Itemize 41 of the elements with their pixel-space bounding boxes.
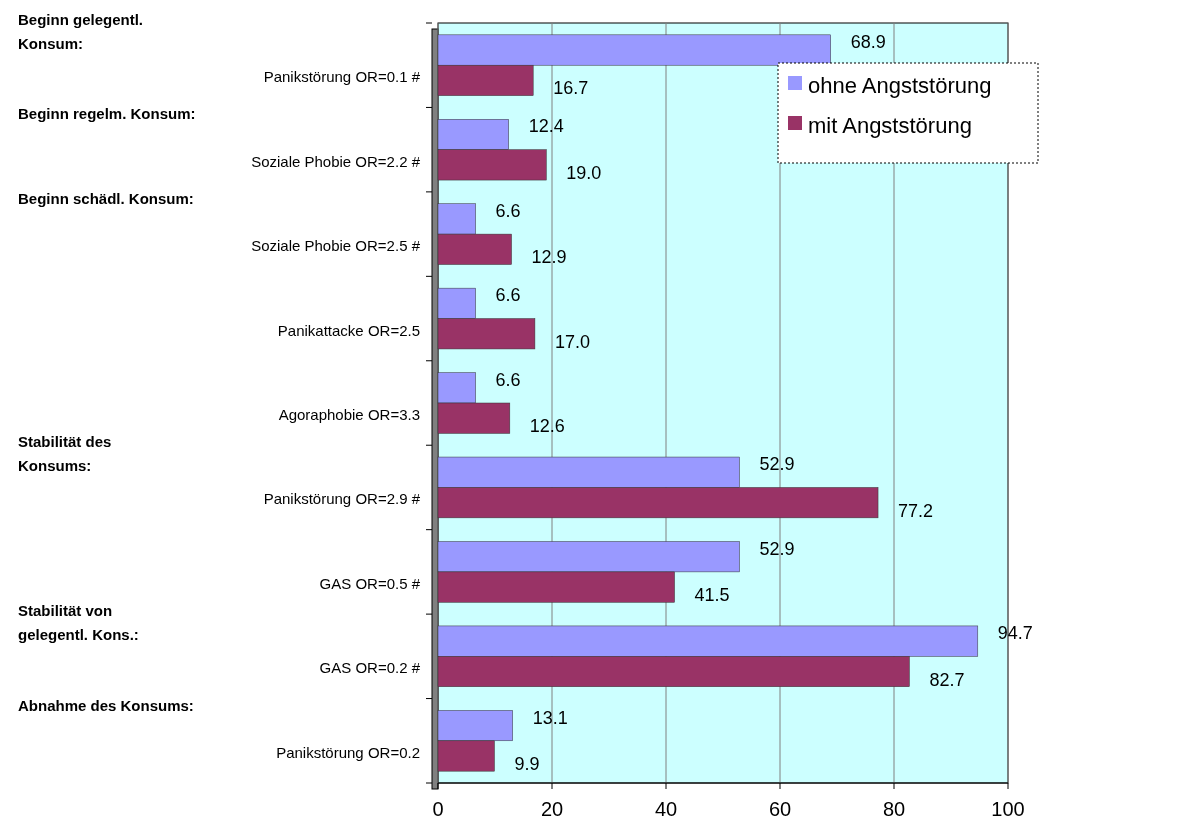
x-tick-label: 0 xyxy=(432,798,444,820)
legend-label: ohne Angststörung xyxy=(808,73,992,98)
data-label: 16.7 xyxy=(553,78,589,99)
y-tick-label: Panikstörung OR=0.1 # xyxy=(263,68,421,86)
text: Stabilität des Konsums: xyxy=(18,433,112,475)
data-label: 77.2 xyxy=(898,500,934,521)
y-tick-label: Panikstörung OR=0.2 xyxy=(276,743,420,761)
data-label: 9.9 xyxy=(514,753,540,774)
y-tick-label: GAS OR=0.5 # xyxy=(319,574,421,592)
x-tick-label: 100 xyxy=(991,798,1025,820)
data-label: 12.9 xyxy=(531,247,567,268)
data-label: 68.9 xyxy=(850,32,886,53)
data-label: 12.4 xyxy=(528,116,564,137)
data-label: 52.9 xyxy=(759,538,795,559)
data-label: 41.5 xyxy=(694,585,730,606)
data-label: 13.1 xyxy=(532,707,568,728)
text: Beginn regelm. Konsum: xyxy=(18,105,196,123)
y-tick-label: Agoraphobie OR=3.3 xyxy=(278,406,420,424)
y-tick-label: Soziale Phobie OR=2.5 # xyxy=(251,237,421,255)
text: Abnahme des Konsums: xyxy=(18,696,194,714)
data-label: 52.9 xyxy=(759,454,795,475)
x-tick-label: 60 xyxy=(768,798,792,820)
data-label: 19.0 xyxy=(566,162,602,183)
y-tick-label: Panikstörung OR=2.9 # xyxy=(263,490,421,508)
x-tick-label: 40 xyxy=(654,798,678,820)
data-label: 94.7 xyxy=(997,623,1033,644)
data-label: 6.6 xyxy=(495,369,521,390)
text: Stabilität von gelegentl. Kons.: xyxy=(18,602,139,644)
y-tick-label: Soziale Phobie OR=2.2 # xyxy=(251,152,421,170)
data-label: 17.0 xyxy=(554,331,590,352)
data-label: 82.7 xyxy=(929,669,965,690)
y-tick-label: GAS OR=0.2 # xyxy=(319,659,421,677)
x-tick-label: 80 xyxy=(882,798,906,820)
data-label: 12.6 xyxy=(529,416,565,437)
y-tick-label: Panikattacke OR=2.5 xyxy=(277,321,420,339)
text: Beginn schädl. Konsum: xyxy=(18,189,194,207)
text: Beginn gelegentl. Konsum: xyxy=(18,11,144,52)
data-label: 6.6 xyxy=(495,285,521,306)
x-tick-label: 20 xyxy=(540,798,564,820)
legend-label: mit Angststörung xyxy=(808,113,972,138)
data-label: 6.6 xyxy=(495,200,521,221)
